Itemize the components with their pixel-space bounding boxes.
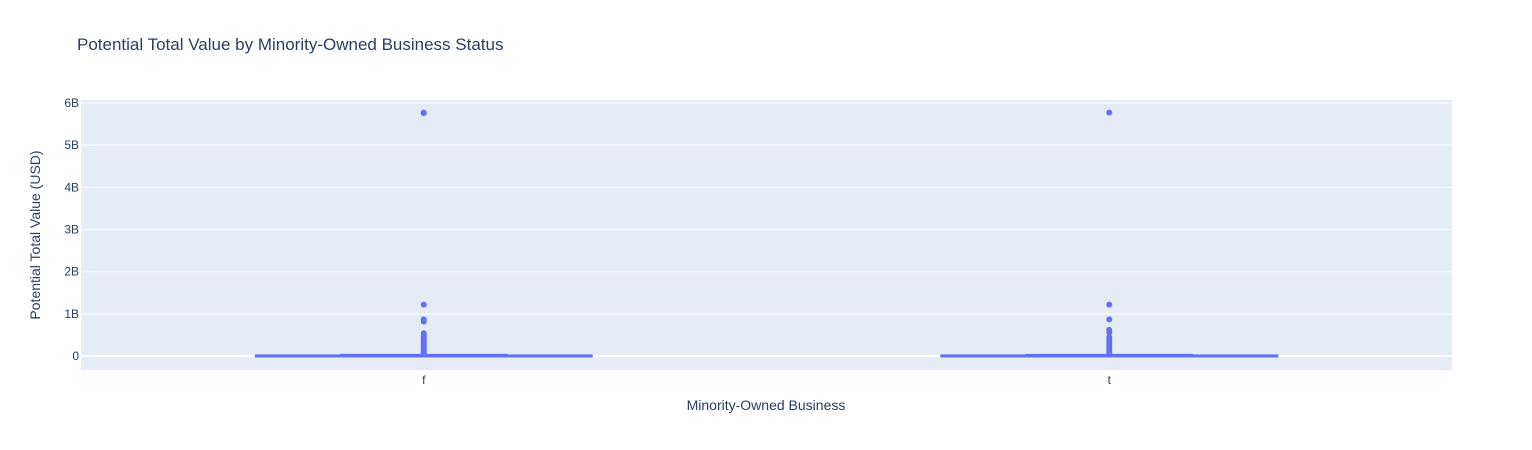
box-traces (254, 109, 1279, 358)
y-tick-label: 6B (64, 96, 79, 110)
y-tick-label: 0 (72, 349, 79, 363)
y-tick-label: 3B (64, 223, 79, 237)
x-axis-title: Minority-Owned Business (687, 397, 846, 413)
x-tick-label-f: f (422, 373, 426, 387)
plot-area (81, 100, 1452, 370)
outlier-point (420, 351, 427, 358)
box-t (940, 109, 1279, 358)
outlier-point (1106, 109, 1113, 116)
y-tick-label: 1B (64, 307, 79, 321)
outlier-point (420, 318, 427, 325)
y-tick-label: 2B (64, 265, 79, 279)
outlier-point (420, 110, 427, 117)
outlier-point (1106, 301, 1113, 308)
box-f (254, 109, 593, 358)
y-axis-tick-labels: 0 1B 2B 3B 4B 5B 6B (64, 96, 79, 363)
y-tick-label: 4B (64, 180, 79, 194)
outlier-point (420, 301, 427, 308)
outlier-point (1106, 351, 1113, 358)
outlier-point (1106, 316, 1113, 323)
y-axis-title: Potential Total Value (USD) (27, 150, 43, 319)
chart-title: Potential Total Value by Minority-Owned … (77, 35, 503, 54)
y-tick-label: 5B (64, 138, 79, 152)
x-tick-label-t: t (1108, 373, 1112, 387)
outlier-point (1106, 329, 1113, 336)
